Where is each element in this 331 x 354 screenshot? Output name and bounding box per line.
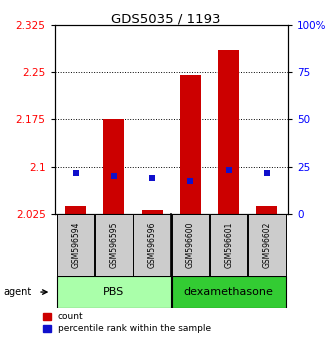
Bar <box>172 214 209 276</box>
Text: GSM596601: GSM596601 <box>224 222 233 268</box>
Bar <box>210 214 247 276</box>
Bar <box>95 214 133 276</box>
Text: GSM596602: GSM596602 <box>262 222 271 268</box>
Bar <box>172 276 286 308</box>
Bar <box>257 206 277 214</box>
Text: GSM596600: GSM596600 <box>186 222 195 268</box>
Bar <box>218 50 239 214</box>
Bar <box>57 214 94 276</box>
Text: GSM596594: GSM596594 <box>71 222 80 268</box>
Text: PBS: PBS <box>103 287 124 297</box>
Text: GSM596596: GSM596596 <box>148 222 157 268</box>
Bar <box>248 214 286 276</box>
Bar <box>133 214 171 276</box>
Text: GSM596595: GSM596595 <box>110 222 118 268</box>
Text: GDS5035 / 1193: GDS5035 / 1193 <box>111 12 220 25</box>
Bar <box>103 120 124 214</box>
Bar <box>57 276 171 308</box>
Text: agent: agent <box>3 287 31 297</box>
Text: dexamethasone: dexamethasone <box>184 287 274 297</box>
Bar <box>180 75 201 214</box>
Bar <box>65 206 86 214</box>
Bar <box>142 210 163 214</box>
Legend: count, percentile rank within the sample: count, percentile rank within the sample <box>39 309 215 337</box>
